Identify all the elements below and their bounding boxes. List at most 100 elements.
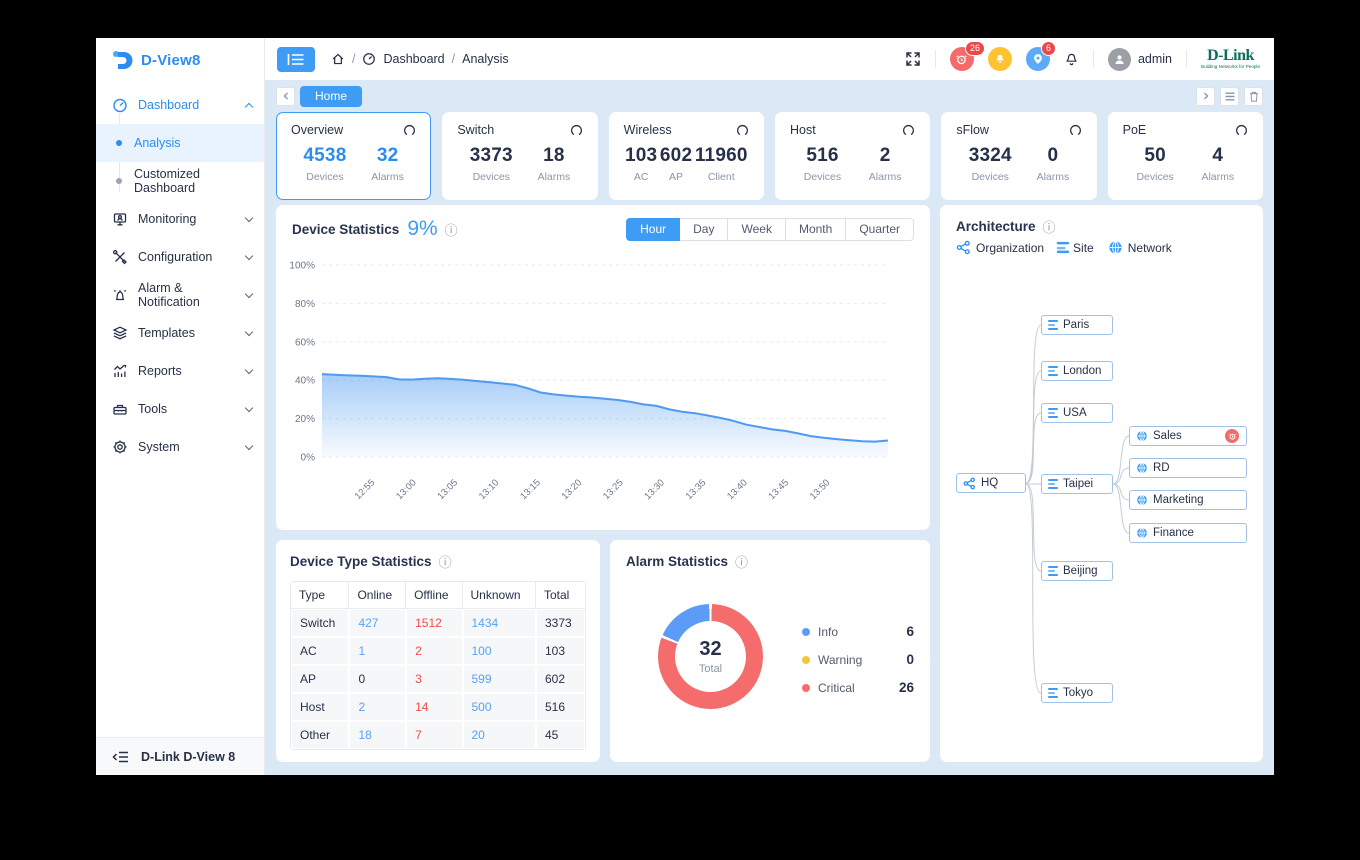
network-globe-icon [1137, 430, 1147, 442]
sidebar-item-configuration[interactable]: Configuration [96, 238, 264, 276]
chevron-down-icon [244, 289, 254, 298]
legend-site[interactable]: Site [1056, 241, 1094, 255]
svg-text:60%: 60% [295, 337, 315, 348]
range-tab-month[interactable]: Month [785, 217, 847, 241]
refresh-icon[interactable] [736, 124, 749, 137]
tree-node-finance[interactable]: Finance [1129, 523, 1247, 543]
sidebar-item-dashboard[interactable]: Dashboard [96, 86, 264, 124]
bullet-icon [116, 140, 122, 146]
tree-node-usa[interactable]: USA [1041, 403, 1113, 423]
legend-value: 0 [906, 652, 914, 667]
tree-node-paris[interactable]: Paris [1041, 315, 1113, 335]
range-tab-day[interactable]: Day [680, 217, 729, 241]
chevron-down-icon [244, 213, 254, 222]
refresh-icon[interactable] [1069, 124, 1082, 137]
tree-node-sales[interactable]: Sales [1129, 426, 1247, 446]
tab-home[interactable]: Home [300, 85, 363, 107]
app-window: D-View8 Dashboard Analysis Customized Da… [96, 38, 1274, 775]
alarm-legend: Info 6 Warning 0 Criti [802, 624, 914, 708]
tabs-menu-button[interactable] [1220, 86, 1239, 106]
organization-icon [956, 240, 970, 255]
stat-card-wireless[interactable]: Wireless 103 AC 602 AP 11960 Client [608, 112, 764, 200]
col-total: Total [535, 582, 585, 609]
tree-node-beijing[interactable]: Beijing [1041, 561, 1113, 581]
report-chart-icon [114, 364, 127, 377]
chevron-down-icon [244, 403, 254, 412]
refresh-icon[interactable] [1235, 124, 1248, 137]
user-menu[interactable]: admin [1107, 47, 1172, 71]
svg-text:20%: 20% [295, 414, 315, 425]
refresh-icon[interactable] [403, 124, 416, 137]
breadcrumb-section[interactable]: Dashboard [383, 52, 445, 66]
notifications-button[interactable] [1064, 52, 1079, 67]
table-row: AC 1 2 100 103 [291, 637, 585, 665]
stat-value: 11960 [694, 145, 748, 166]
legend-item-info[interactable]: Info 6 [802, 624, 914, 639]
legend-organization[interactable]: Organization [956, 240, 1044, 255]
legend-item-critical[interactable]: Critical 26 [802, 680, 914, 695]
device-statistics-chart: 0% 20% 40% 60% 80% 100% 12:55 13:00 13:05 13:10 13… [289, 261, 889, 502]
stat-card-host[interactable]: Host 516 Devices 2 Alarms [774, 112, 931, 200]
range-tab-hour[interactable]: Hour [626, 217, 681, 241]
sidebar-item-alarm-notification[interactable]: Alarm & Notification [96, 276, 264, 314]
monitor-icon [113, 213, 127, 226]
refresh-icon[interactable] [570, 124, 583, 137]
tree-node-marketing[interactable]: Marketing [1129, 490, 1247, 510]
tabs-scroll-left-button[interactable] [276, 86, 295, 106]
sidebar-item-reports[interactable]: Reports [96, 352, 264, 390]
sidebar-item-system[interactable]: System [96, 428, 264, 466]
sidebar-item-customized-dashboard[interactable]: Customized Dashboard [96, 162, 264, 200]
tree-node-rd[interactable]: RD [1129, 458, 1247, 478]
chevron-down-icon [244, 441, 254, 450]
legend-item-warning[interactable]: Warning 0 [802, 652, 914, 667]
stat-value: 4538 [303, 145, 347, 166]
sidebar-item-tools[interactable]: Tools [96, 390, 264, 428]
sidebar-collapse[interactable]: D-Link D-View 8 [96, 737, 264, 775]
svg-text:13:35: 13:35 [684, 477, 709, 502]
card-title: Wireless [623, 123, 672, 137]
svg-text:13:10: 13:10 [477, 477, 502, 502]
sidebar-item-monitoring[interactable]: Monitoring [96, 200, 264, 238]
site-icon [1048, 479, 1058, 489]
time-range-tabs: Hour Day Week Month Quarter [626, 217, 914, 241]
legend-network[interactable]: Network [1108, 240, 1172, 255]
sidebar-nav: Dashboard Analysis Customized Dashboard … [96, 82, 264, 737]
app-logo-text: D-View8 [141, 51, 201, 69]
topbar-actions: 26 6 [905, 41, 1260, 71]
stat-card-poe[interactable]: PoE 50 Devices 4 Alarms [1107, 112, 1263, 200]
dashboard-crumb-icon [363, 53, 376, 65]
network-globe-icon [1137, 462, 1147, 474]
range-tab-week[interactable]: Week [728, 217, 786, 241]
sidebar-toggle-button[interactable] [277, 46, 315, 72]
svg-text:13:50: 13:50 [808, 477, 833, 502]
tabs-close-all-button[interactable] [1244, 86, 1263, 106]
range-tab-quarter[interactable]: Quarter [846, 217, 914, 241]
warning-alarm-button[interactable] [987, 47, 1012, 71]
tree-node-tokyo[interactable]: Tokyo [1041, 683, 1113, 703]
warning-dot-icon [802, 655, 810, 664]
home-icon[interactable] [331, 52, 345, 66]
critical-alarm-button[interactable]: 26 [949, 41, 985, 71]
tree-node-london[interactable]: London [1041, 361, 1113, 381]
fullscreen-button[interactable] [905, 51, 921, 67]
stat-card-switch[interactable]: Switch 3373 Devices 18 Alarms [442, 112, 598, 200]
refresh-icon[interactable] [902, 124, 915, 137]
stat-card-sflow[interactable]: sFlow 3324 Devices 0 Alarms [941, 112, 1097, 200]
stat-value: 516 [806, 145, 839, 166]
location-alerts-button[interactable]: 6 [1025, 41, 1056, 71]
sidebar-item-templates[interactable]: Templates [96, 314, 264, 352]
svg-text:13:40: 13:40 [725, 477, 750, 502]
table-row: Other 18 7 20 45 [291, 721, 585, 749]
tree-node-hq[interactable]: HQ [956, 473, 1026, 493]
tabs-scroll-right-button[interactable] [1196, 86, 1215, 106]
content-area: Home Overview 4538 Devices [265, 80, 1274, 775]
sidebar-item-label: Configuration [138, 250, 213, 264]
tree-node-taipei[interactable]: Taipei [1041, 474, 1113, 494]
sidebar-item-analysis[interactable]: Analysis [96, 124, 264, 162]
bullet-icon [116, 178, 122, 184]
dlink-logo-tagline: Building Networks for People [1201, 64, 1260, 70]
stat-card-overview[interactable]: Overview 4538 Devices 32 Alarms [276, 112, 432, 200]
sidebar-item-label: System [138, 440, 180, 454]
card-title: Switch [457, 123, 495, 137]
breadcrumb-separator: / [451, 52, 456, 66]
